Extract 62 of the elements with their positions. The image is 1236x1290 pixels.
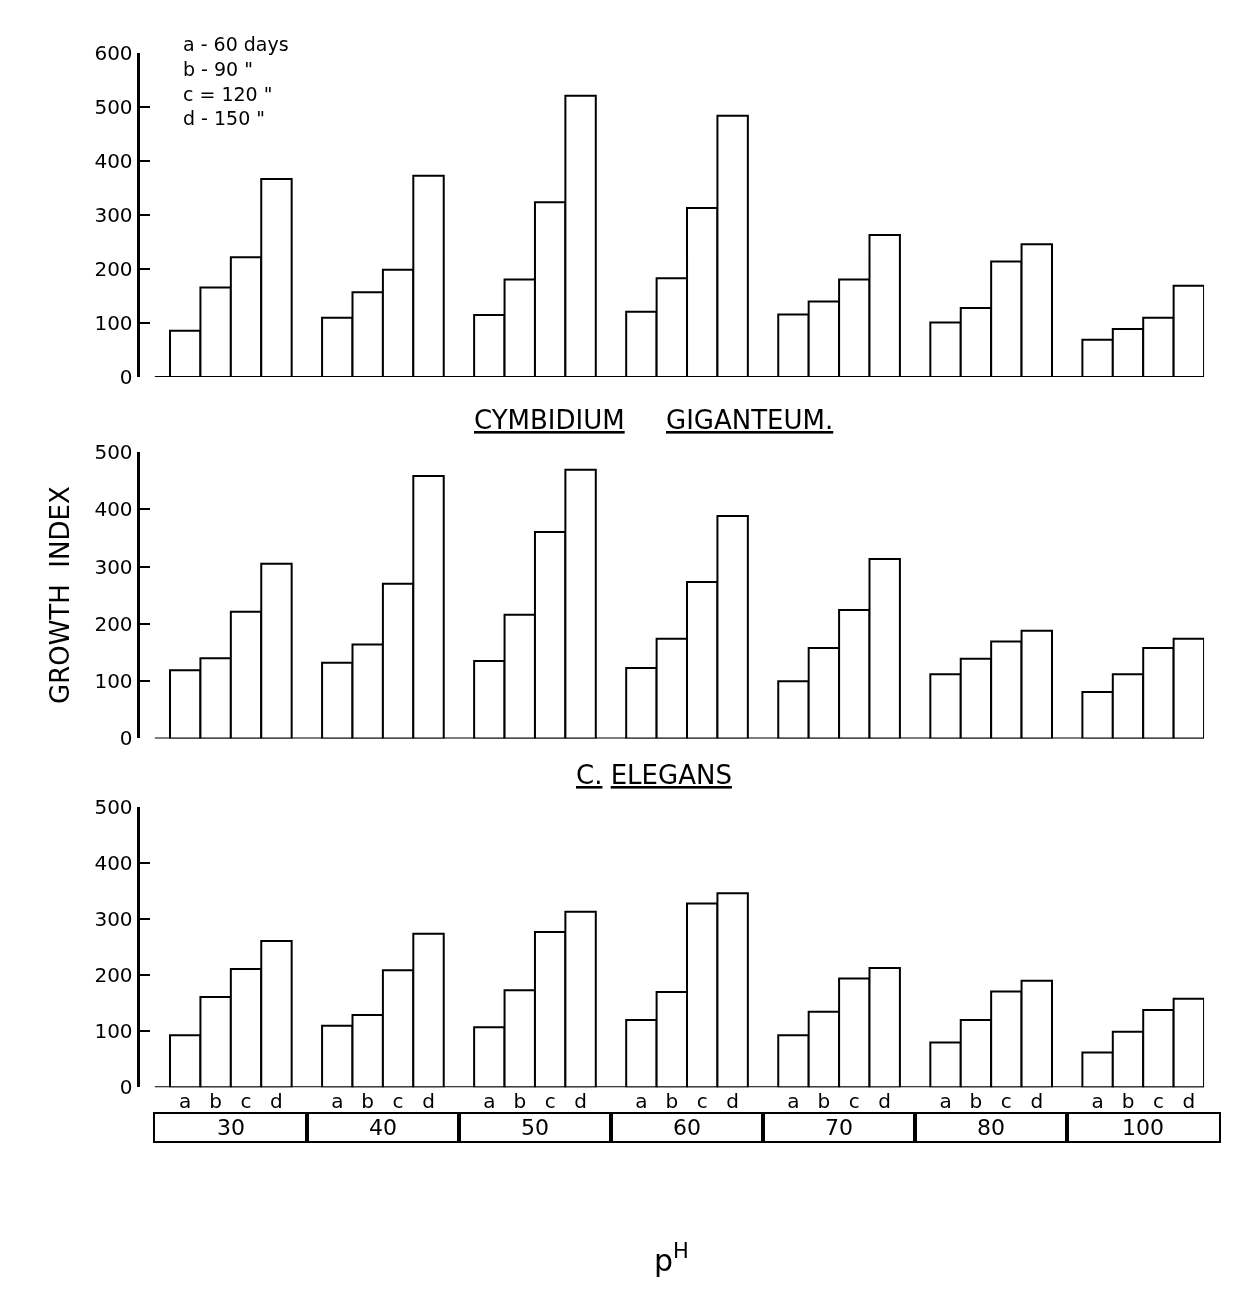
y-tick-label: 200: [94, 257, 133, 282]
y-tick-label: 300: [94, 203, 133, 228]
text: a: [483, 1089, 496, 1114]
text: c: [544, 1089, 556, 1114]
text: c: [1000, 1089, 1012, 1114]
y-tick-label: 100: [94, 669, 133, 694]
x-tick-label: 80: [977, 1115, 1005, 1140]
text: a: [787, 1089, 800, 1114]
y-tick-label: 300: [94, 907, 133, 932]
annotation: b - 90 ": [183, 58, 253, 80]
chart-title: CYMBIDIUM GIGANTEUM.: [474, 405, 834, 435]
y-tick-label: 0: [119, 726, 133, 751]
text: a: [331, 1089, 344, 1114]
x-tick-label: 100: [1122, 1115, 1164, 1140]
series-label: d: [270, 1089, 283, 1114]
y-tick-label: 500: [94, 794, 133, 819]
x-tick-label: 30: [217, 1115, 245, 1140]
text: d: [422, 1089, 435, 1114]
text: c: [848, 1089, 860, 1114]
y-tick-label: 300: [94, 554, 133, 579]
chart-title: C. ELEGANS: [576, 760, 732, 790]
text: d: [574, 1089, 587, 1114]
y-tick-label: 100: [94, 311, 133, 336]
text: d: [726, 1089, 739, 1114]
y-tick-label: 0: [119, 365, 133, 390]
y-tick-label: 200: [94, 611, 133, 636]
y-tick-label: 600: [94, 41, 133, 66]
y-tick-label: 400: [94, 497, 133, 522]
series-label: b: [209, 1089, 222, 1114]
series-label: c: [240, 1089, 252, 1114]
annotation: c = 120 ": [183, 83, 273, 105]
y-tick-label: 200: [94, 963, 133, 988]
y-tick-label: 0: [119, 1075, 133, 1100]
x-tick-label: 70: [825, 1115, 853, 1140]
y-axis-title: GROWTH INDEX: [44, 486, 75, 705]
text: d: [1030, 1089, 1044, 1114]
text: c: [696, 1089, 708, 1114]
text: c: [1152, 1089, 1164, 1114]
text: b: [665, 1089, 679, 1114]
text: b: [1121, 1089, 1135, 1114]
text: b: [361, 1089, 375, 1114]
annotation: a - 60 days: [183, 33, 289, 55]
x-tick-label: 50: [521, 1115, 549, 1140]
annotation: d - 150 ": [183, 107, 266, 129]
y-tick-label: 400: [94, 149, 133, 174]
text: b: [513, 1089, 527, 1114]
y-tick-label: 400: [94, 851, 133, 876]
y-tick-label: 500: [94, 95, 133, 120]
text: a: [1091, 1089, 1104, 1114]
text: a: [635, 1089, 648, 1114]
text: b: [817, 1089, 831, 1114]
text: a: [939, 1089, 952, 1114]
text: c: [392, 1089, 404, 1114]
text: b: [969, 1089, 983, 1114]
x-axis-title: p$^{H}$: [654, 1239, 689, 1278]
text: d: [1182, 1089, 1196, 1114]
x-tick-label: 60: [673, 1115, 701, 1140]
series-label: a: [179, 1089, 192, 1114]
text: d: [878, 1089, 892, 1114]
y-tick-label: 500: [94, 439, 133, 464]
x-tick-label: 40: [369, 1115, 397, 1140]
y-tick-label: 100: [94, 1019, 133, 1044]
